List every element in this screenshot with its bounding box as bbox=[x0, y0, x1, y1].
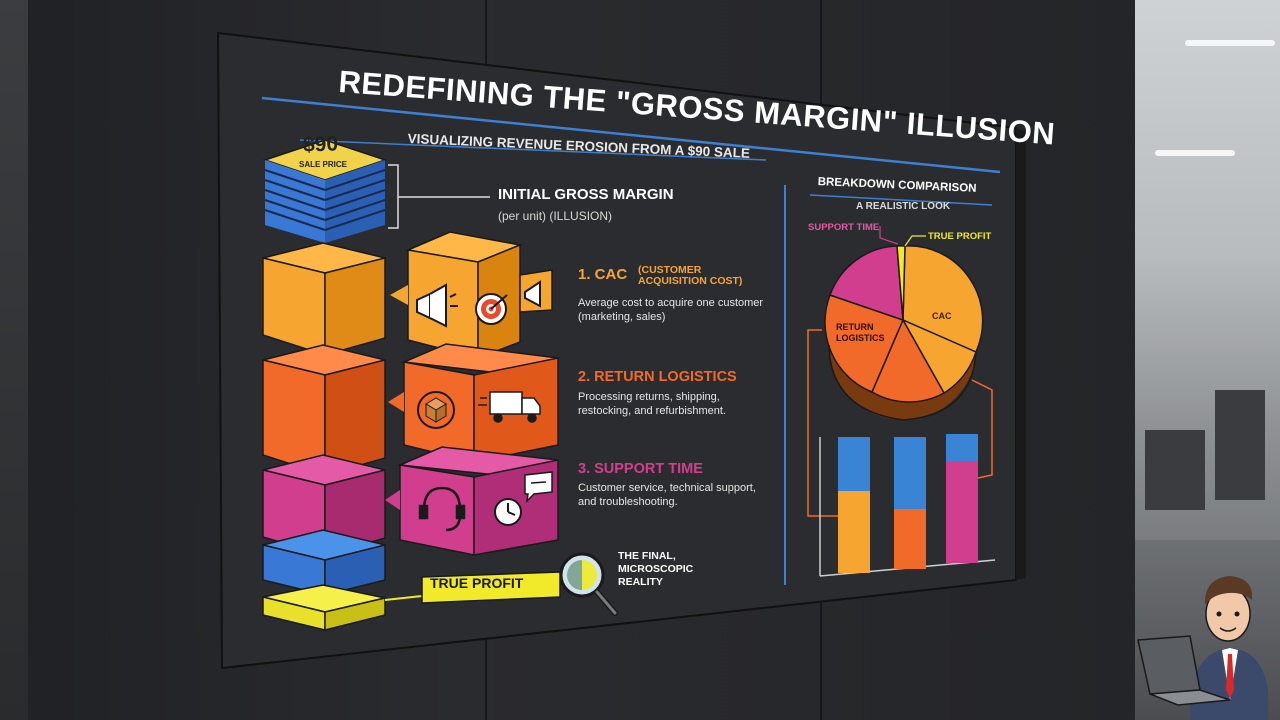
magnifier-icon bbox=[559, 552, 618, 616]
title-rule bbox=[261, 96, 1001, 174]
pie-label-true-profit: TRUE PROFIT bbox=[928, 231, 992, 242]
sale-price: $90 bbox=[302, 132, 339, 157]
true-profit-layer bbox=[262, 584, 386, 631]
cac-heading-extra: (CUSTOMER ACQUISITION COST) bbox=[638, 264, 743, 287]
box-return-icon bbox=[417, 391, 455, 429]
initial-margin-subtitle: (per unit) (ILLUSION) bbox=[498, 209, 613, 223]
subtitle-rule bbox=[299, 139, 767, 161]
lower-blue-block bbox=[262, 529, 386, 596]
support-cube bbox=[385, 446, 559, 556]
initial-margin-title: INITIAL GROSS MARGIN bbox=[498, 186, 674, 203]
bar-1-segment-cac bbox=[838, 491, 870, 573]
true-profit-label: TRUE PROFIT bbox=[430, 575, 524, 591]
cac-description: Average cost to acquire one customer (ma… bbox=[578, 297, 764, 323]
wall-left-edge bbox=[0, 0, 28, 720]
support-heading: 3. SUPPORT TIME bbox=[578, 461, 703, 477]
breakdown-bars bbox=[819, 434, 996, 577]
returns-heading: 2. RETURN LOGISTICS bbox=[578, 369, 737, 385]
bar-1-segment-blue bbox=[838, 437, 870, 491]
support-connector bbox=[971, 379, 993, 479]
pie-label-cac: CAC bbox=[932, 311, 952, 321]
returns-description: Processing returns, shipping, restocking… bbox=[578, 391, 726, 417]
true-profit-banner bbox=[421, 571, 561, 604]
megaphone-icon bbox=[416, 283, 458, 328]
gross-margin-stack bbox=[262, 139, 388, 243]
support-description: Customer service, technical support, and… bbox=[578, 482, 756, 508]
gross-margin-bracket bbox=[388, 164, 490, 229]
delivery-truck-icon bbox=[478, 391, 541, 423]
cac-heading: 1. CAC bbox=[578, 266, 628, 283]
clock-icon bbox=[494, 498, 522, 526]
chat-bubble-icon bbox=[524, 471, 553, 504]
cac-block bbox=[262, 242, 386, 357]
true-profit-connector bbox=[384, 595, 423, 601]
headset-icon bbox=[418, 486, 466, 532]
returns-connector bbox=[807, 329, 838, 517]
laptop-icon bbox=[1137, 635, 1231, 706]
true-profit-note: THE FINAL, MICROSCOPIC REALITY bbox=[618, 550, 694, 588]
target-icon bbox=[475, 293, 508, 325]
bar-3-segment-blue bbox=[946, 434, 978, 461]
bar-2-segment-blue bbox=[894, 437, 926, 509]
sale-price-label: SALE PRICE bbox=[299, 160, 348, 169]
bar-2-segment-returns bbox=[894, 509, 926, 569]
breakdown-pie bbox=[824, 245, 984, 421]
pie-label-support: SUPPORT TIME bbox=[808, 222, 880, 233]
megaphone-icon-small bbox=[524, 280, 541, 308]
pie-label-returns: RETURN LOGISTICS bbox=[836, 322, 885, 343]
breakdown-subtitle: A REALISTIC LOOK bbox=[856, 201, 951, 212]
returns-block bbox=[262, 344, 386, 477]
bar-3-segment-support bbox=[946, 461, 978, 563]
